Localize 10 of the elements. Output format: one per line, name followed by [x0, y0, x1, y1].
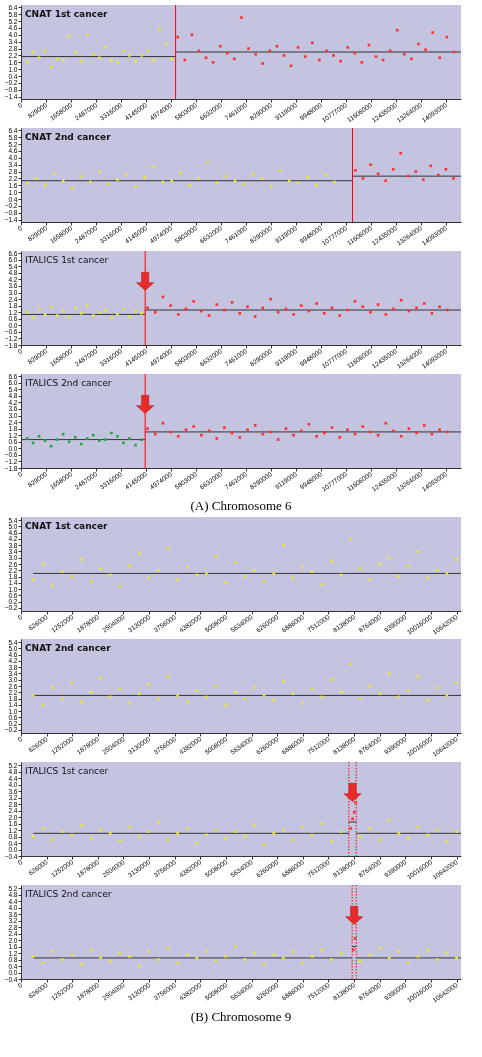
text: (A) Chromosome 6 [190, 498, 293, 513]
chart-title: CNAT 2nd cancer [25, 132, 112, 142]
chart-title: CNAT 2nd cancer [25, 643, 112, 653]
chart-title: ITALICS 1st cancer [25, 766, 109, 776]
chart-title: ITALICS 2nd cancer [25, 378, 112, 388]
chart-title: ITALICS 2nd cancer [25, 889, 112, 899]
text: (B) Chromosome 9 [190, 1009, 292, 1024]
chart-title: ITALICS 1st cancer [25, 255, 109, 265]
chart-title: CNAT 1st cancer [25, 521, 108, 531]
chart-title: CNAT 1st cancer [25, 9, 108, 19]
